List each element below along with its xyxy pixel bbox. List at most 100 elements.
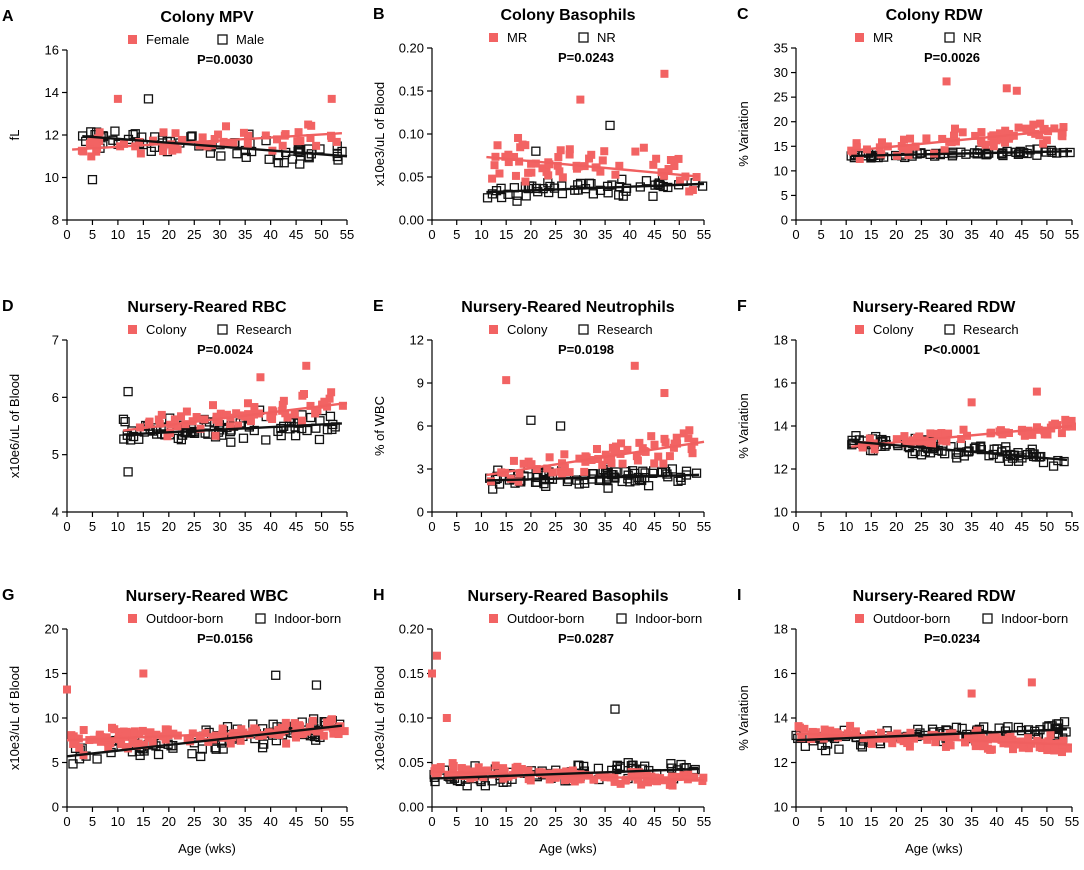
- data-point-colony: [226, 422, 235, 431]
- y-tick-label: 15: [774, 139, 788, 154]
- legend-marker-filled: [489, 614, 498, 623]
- data-point-colony: [196, 424, 205, 433]
- data-point-outdoorborn: [800, 724, 809, 733]
- x-tick-label: 0: [63, 519, 70, 534]
- data-point-nr: [531, 146, 541, 156]
- p-value: P=0.0030: [197, 52, 253, 67]
- legend-label: Male: [236, 32, 264, 47]
- data-point-colony: [601, 450, 610, 459]
- data-point-colony: [660, 434, 669, 443]
- panel-label: B: [373, 6, 385, 23]
- data-point-mr: [514, 133, 523, 142]
- y-tick-label: 0.00: [399, 800, 424, 815]
- legend-marker-open: [578, 324, 589, 335]
- x-tick-label: 20: [524, 227, 538, 242]
- x-tick-label: 0: [63, 814, 70, 829]
- data-point-mr: [1029, 120, 1038, 129]
- data-point-colony: [543, 464, 552, 473]
- data-point-outdoorborn: [292, 725, 301, 734]
- data-point-colony: [633, 456, 642, 465]
- y-tick-label: 5: [52, 755, 59, 770]
- data-point-research: [123, 386, 133, 397]
- x-tick-label: 10: [474, 519, 488, 534]
- trend-line-colony: [851, 424, 1073, 448]
- x-tick-label: 35: [964, 227, 978, 242]
- data-point-outdoorborn: [942, 732, 951, 741]
- data-point-nr: [512, 196, 522, 206]
- data-point-outdoorborn: [977, 732, 986, 741]
- data-point-mr: [989, 137, 998, 146]
- data-point-outdoorborn: [218, 724, 227, 733]
- panel-title: Colony RDW: [886, 7, 984, 24]
- x-tick-label: 30: [939, 519, 953, 534]
- legend-marker-open: [944, 32, 955, 43]
- data-point-indoorborn: [834, 744, 844, 754]
- data-point-research: [916, 450, 927, 460]
- data-point-outdoorborn: [1057, 748, 1066, 757]
- x-tick-label: 55: [1065, 814, 1079, 829]
- data-point-female: [278, 141, 287, 150]
- data-point-outdoorborn: [275, 730, 284, 739]
- data-point-mr: [639, 143, 648, 152]
- data-point-mr: [1042, 136, 1051, 145]
- data-point-colony: [211, 431, 220, 440]
- data-point-indoorborn: [623, 758, 633, 768]
- x-axis-label: Age (wks): [905, 841, 963, 856]
- data-point-mr: [666, 156, 675, 165]
- data-point-outdoorborn: [628, 772, 637, 781]
- data-point-outdoorborn: [67, 731, 76, 740]
- data-point-outdoorborn: [152, 730, 161, 739]
- data-point-outdoorborn: [188, 729, 197, 738]
- data-point-outdoorborn: [988, 732, 997, 741]
- legend-label: NR: [597, 30, 616, 45]
- data-point-outdoorborn: [466, 774, 475, 783]
- data-point-outdoorborn: [967, 689, 976, 698]
- x-tick-label: 5: [453, 814, 460, 829]
- panel-label: A: [2, 8, 14, 25]
- data-point-outdoorborn: [1050, 746, 1059, 755]
- data-point-indoorborn: [1059, 717, 1070, 727]
- x-tick-label: 0: [792, 519, 799, 534]
- data-point-outdoorborn: [169, 729, 178, 738]
- data-point-indoorborn: [92, 754, 102, 764]
- y-tick-label: 0.10: [399, 711, 424, 726]
- data-point-outdoorborn: [795, 723, 804, 732]
- panel-label: D: [2, 298, 14, 315]
- data-point-outdoorborn: [931, 738, 940, 747]
- panel-title: Colony MPV: [160, 9, 254, 26]
- data-point-colony: [155, 419, 164, 428]
- p-value: P<0.0001: [924, 342, 980, 357]
- panel-label: I: [737, 587, 741, 604]
- data-point-colony: [290, 410, 299, 419]
- x-tick-label: 15: [136, 227, 150, 242]
- data-point-colony: [514, 477, 523, 486]
- data-point-colony: [580, 467, 589, 476]
- data-point-indoorborn: [610, 704, 620, 714]
- data-point-outdoorborn: [114, 728, 123, 737]
- data-point-mr: [681, 172, 690, 181]
- data-point-research: [1059, 456, 1069, 467]
- data-point-colony: [325, 394, 334, 403]
- data-point-indoorborn: [153, 749, 164, 760]
- data-point-mr: [660, 69, 669, 78]
- data-point-outdoorborn: [163, 725, 172, 734]
- data-point-research: [572, 475, 582, 485]
- data-point-male: [128, 129, 138, 140]
- data-point-outdoorborn: [75, 743, 84, 752]
- data-point-nr: [570, 185, 580, 195]
- data-point-research: [134, 434, 144, 444]
- data-point-colony: [684, 434, 693, 443]
- data-point-mr: [652, 154, 661, 163]
- x-tick-label: 15: [499, 227, 513, 242]
- data-point-colony: [256, 373, 265, 382]
- x-tick-label: 50: [1040, 814, 1054, 829]
- x-axis-label: Age (wks): [178, 841, 236, 856]
- data-point-outdoorborn: [936, 732, 945, 741]
- y-tick-label: 5: [781, 188, 788, 203]
- y-tick-label: 10: [774, 505, 788, 520]
- legend-label: Research: [597, 322, 653, 337]
- data-point-outdoorborn: [128, 729, 137, 738]
- data-point-mr: [488, 174, 497, 183]
- data-point-outdoorborn: [457, 764, 466, 773]
- data-point-male: [295, 159, 305, 169]
